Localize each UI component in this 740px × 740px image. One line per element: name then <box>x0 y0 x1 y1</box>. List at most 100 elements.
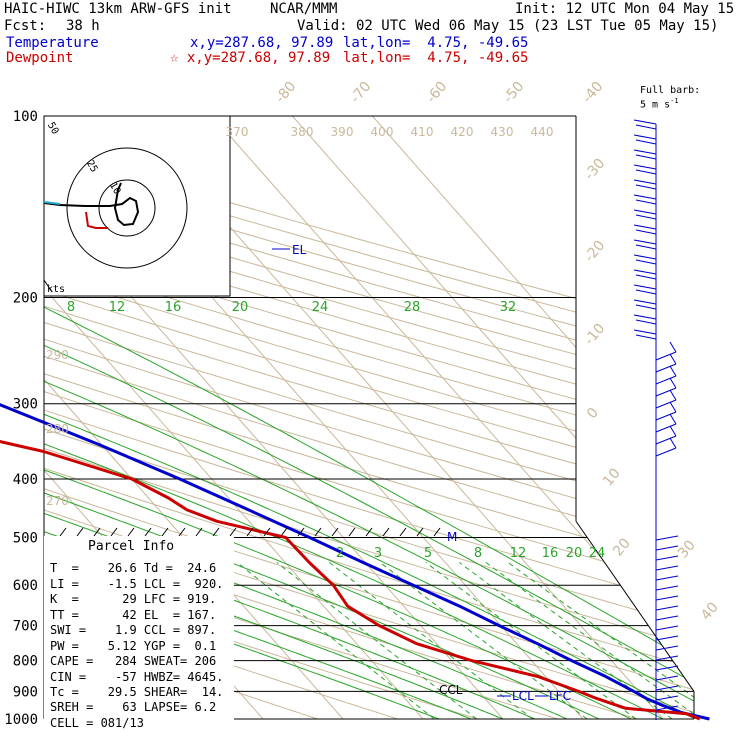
wind-barb-staff <box>655 411 677 421</box>
temperature-xy: x,y=287.68, 97.89 <box>190 35 334 51</box>
mixing-ratio-label: 16 <box>542 546 559 561</box>
wind-barb-staff <box>655 535 679 541</box>
isobar-tick <box>348 527 356 537</box>
theta-label: 430 <box>491 125 514 139</box>
isotherm-label: -60 <box>423 79 450 107</box>
wind-barb-staff <box>655 605 679 611</box>
dry-adiabat-line <box>44 116 520 719</box>
wind-barb-flag <box>669 341 677 353</box>
wind-barb-staff <box>655 351 677 361</box>
isobar-tick <box>331 527 339 537</box>
barb-legend-line1: Full barb: <box>640 85 701 96</box>
mixing-ratio-label: 5 <box>424 546 432 561</box>
wind-barb-flag <box>635 169 657 175</box>
wind-barb-flag <box>635 199 657 205</box>
wind-barb-flag <box>635 334 657 340</box>
mixing-ratio-line <box>425 562 637 719</box>
moist-adiabat-label: 24 <box>312 300 329 315</box>
moist-adiabat-line <box>44 116 694 719</box>
parcel-row: K = 29 LFC = 919. <box>50 592 217 606</box>
isobar-tick <box>382 527 390 537</box>
hodograph-ring-label: 50 <box>45 121 61 137</box>
wind-barb-flag <box>633 239 657 245</box>
isobar-tick <box>178 527 186 537</box>
wind-barb-staff <box>655 435 677 445</box>
isotherm-line <box>44 116 424 719</box>
isobar-tick <box>229 527 237 537</box>
wind-barb-flag <box>635 184 657 190</box>
theta-label: 410 <box>411 125 434 139</box>
dry-adiabat-line <box>44 116 694 719</box>
dry-adiabat-line <box>44 116 694 719</box>
isobar-tick <box>144 527 152 537</box>
moist-adiabat-line <box>44 116 472 719</box>
wind-barb-flag <box>635 289 657 295</box>
init-time: Init: 12 UTC Mon 04 May 15 <box>515 1 735 17</box>
parcel-row: CAPE = 284 SWEAT= 206 <box>50 654 217 668</box>
wind-barb-staff <box>655 575 679 581</box>
wind-barb-flag <box>669 401 677 413</box>
isobar-tick <box>76 527 84 537</box>
wind-barb-staff <box>655 565 679 571</box>
wind-barb-flag <box>633 179 657 185</box>
ccl-annotation: CCL <box>439 683 463 697</box>
plot-slant-border <box>575 520 695 692</box>
fcst-value: 38 h <box>66 18 100 34</box>
dry-adiabat-line <box>44 116 694 719</box>
mixing-ratio-line <box>379 562 588 719</box>
dry-adiabat-line <box>44 116 694 719</box>
mixing-ratio-label: 12 <box>510 546 527 561</box>
wind-barb-staff <box>655 545 679 551</box>
dry-adiabat-line <box>44 116 694 719</box>
wind-barb-flag <box>669 377 677 389</box>
wind-barb-staff <box>655 635 679 641</box>
moist-adiabat-line <box>44 116 694 719</box>
isotherm-line <box>211 116 694 719</box>
wind-barb-staff <box>655 423 677 433</box>
wind-barb-flag <box>633 194 657 200</box>
pressure-tick-label: 200 <box>13 291 38 307</box>
wind-barbs <box>633 119 679 720</box>
wind-barb-flag <box>669 413 677 425</box>
wind-barb-staff <box>655 645 679 651</box>
pressure-tick-label: 600 <box>13 578 38 594</box>
wind-barb-staff <box>655 625 679 631</box>
isobar-tick <box>59 527 67 537</box>
isotherm-label: 20 <box>610 535 634 559</box>
parcel-row: SWI = 1.9 CCL = 897. <box>50 623 217 637</box>
theta-label: 380 <box>291 125 314 139</box>
pressure-tick-label: 700 <box>13 619 38 635</box>
wind-barb-staff <box>655 675 679 681</box>
pressure-tick-label: 1000 <box>4 712 38 728</box>
m-annotation: M <box>447 530 457 544</box>
isotherm-label: -30 <box>581 156 608 184</box>
moist-adiabat-label: 32 <box>500 300 517 315</box>
isotherm-label: -10 <box>581 321 608 349</box>
moist-adiabat-label: 12 <box>109 300 126 315</box>
isobar-tick <box>110 527 118 537</box>
wind-barb-flag <box>633 224 657 230</box>
dry-adiabat-label: 290 <box>46 348 69 362</box>
dry-adiabat-line <box>44 116 694 719</box>
wind-barb-staff <box>655 585 679 591</box>
parcel-row: SREH = 63 LAPSE= 6.2 <box>50 700 217 714</box>
temperature-trace <box>0 403 710 721</box>
barb-legend-superscript: -1 <box>670 97 679 105</box>
isobar-tick <box>246 527 254 537</box>
wind-barb-staff <box>655 375 677 385</box>
hodograph-axis-tick <box>43 279 53 293</box>
moist-adiabat-line <box>44 116 440 719</box>
hodograph-units-label: kts <box>47 284 65 295</box>
dry-adiabat-label: 270 <box>46 494 69 508</box>
theta-label: 390 <box>331 125 354 139</box>
dry-adiabat-line <box>44 116 694 719</box>
wind-barb-flag <box>633 284 657 290</box>
wind-barb-flag <box>635 124 657 130</box>
wind-barb-flag <box>669 353 677 365</box>
wind-barb-staff <box>655 695 679 701</box>
hodograph-ring-label: 25 <box>84 159 100 175</box>
wind-barb-flag <box>635 244 657 250</box>
parcel-row: PW = 5.12 YGP = 0.1 <box>50 639 217 653</box>
dry-adiabat-line <box>44 116 694 719</box>
